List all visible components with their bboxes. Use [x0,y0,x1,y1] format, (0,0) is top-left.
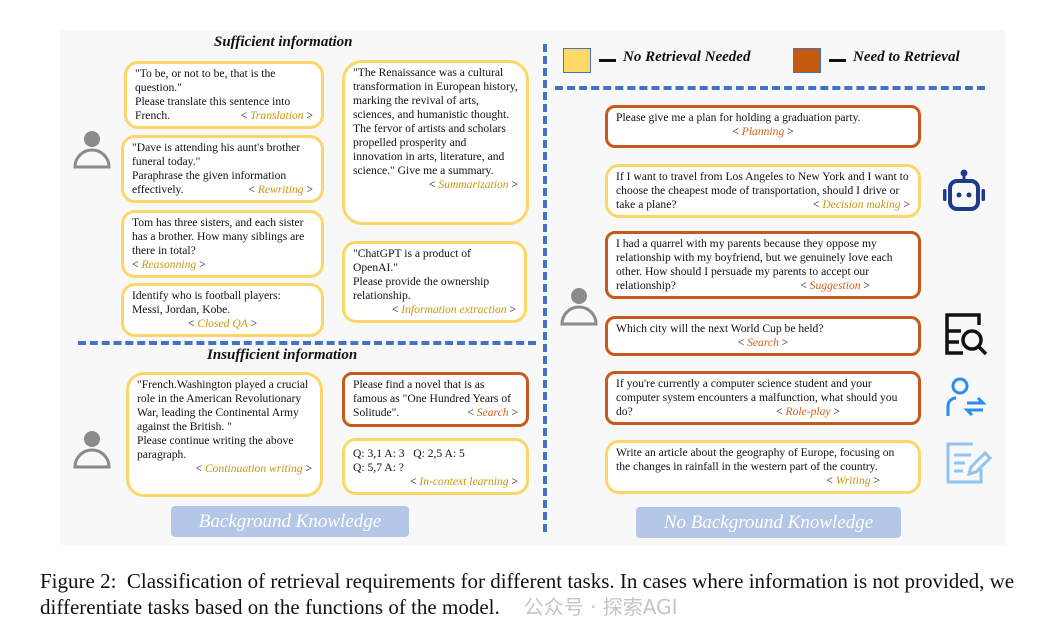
section-divider [78,341,536,345]
task-tag: Search [476,406,509,419]
box-text: Q: 3,1 A: 3 Q: 2,5 A: 5 Q: 5,7 A: ? [353,447,465,474]
box-text: Which city will the next World Cup be he… [616,322,824,335]
insufficient-title: Insufficient information [207,347,358,363]
task-box-writing: Write an article about the geography of … [605,440,921,494]
legend-swatch-need-retrieval [793,48,821,73]
background-knowledge-label: Background Knowledge [171,506,409,537]
box-text: "The Renaissance was a cultural transfor… [353,66,518,177]
watermark: 公众号 · 探索AGI [523,595,678,619]
user-icon [560,288,598,326]
task-tag: Decision making [822,198,901,211]
task-tag: In-context learning [419,475,509,488]
task-box-decision-making: If I want to travel from Los Angeles to … [605,164,921,218]
task-tag: Summarization [438,178,509,191]
box-text: Identify who is football players: Messi,… [132,289,281,316]
legend-dash [599,59,616,62]
box-text: Write an article about the geography of … [616,446,895,473]
task-box-continuation-writing: "French.Washington played a crucial role… [126,372,323,497]
legend-label-need-retrieval: Need to Retrieval [853,49,960,65]
task-box-closed-qa: Identify who is football players: Messi,… [121,283,324,337]
user-switch-icon [946,377,987,417]
document-search-icon [945,313,988,356]
task-tag: Search [747,336,779,349]
task-box-search-novel: Please find a novel that is as famous as… [342,372,529,427]
box-text: "French.Washington played a crucial role… [137,378,309,461]
user-icon [73,131,111,169]
task-tag: Closed QA [197,317,248,330]
task-tag: Continuation writing [204,462,303,475]
panel-divider [543,44,547,532]
box-text: Tom has three sisters, and each sister h… [132,216,305,257]
task-tag: Reasonning [141,258,197,271]
legend-dash [829,59,846,62]
caption-text: Classification of retrieval requirements… [40,569,1015,619]
task-box-rewriting: "Dave is attending his aunt's brother fu… [121,135,324,203]
box-text: Please find a novel that is as famous as… [353,378,511,419]
legend-label-no-retrieval: No Retrieval Needed [623,49,751,65]
task-tag: Information extraction [401,303,507,316]
task-box-summarization: "The Renaissance was a cultural transfor… [342,60,529,225]
box-text: "To be, or not to be, that is the questi… [135,67,291,122]
box-text: "ChatGPT is a product of OpenAI." Please… [353,247,490,302]
box-text: I had a quarrel with my parents because … [616,237,893,292]
task-box-search-world-cup: Which city will the next World Cup be he… [605,316,921,356]
task-box-translation: "To be, or not to be, that is the questi… [124,61,324,129]
task-box-suggestion: I had a quarrel with my parents because … [605,231,921,299]
task-tag: Suggestion [809,279,861,292]
caption-label: Figure 2: [40,569,117,593]
figure-caption: Figure 2: Classification of retrieval re… [40,568,1040,620]
task-box-in-context-learning: Q: 3,1 A: 3 Q: 2,5 A: 5 Q: 5,7 A: ? < In… [342,438,529,495]
no-background-knowledge-label: No Background Knowledge [636,507,901,538]
edit-document-icon [946,442,993,484]
box-text: Please give me a plan for holding a grad… [616,111,861,124]
task-box-role-play: If you're currently a computer science s… [605,371,921,425]
task-box-reasoning: Tom has three sisters, and each sister h… [121,210,324,278]
sufficient-title: Sufficient information [214,34,353,50]
robot-icon [943,169,985,211]
task-tag: Role-play [785,405,831,418]
box-text: If I want to travel from Los Angeles to … [616,170,909,211]
task-box-planning: Please give me a plan for holding a grad… [605,105,921,148]
legend-divider [555,86,985,90]
box-text: "Dave is attending his aunt's brother fu… [132,141,301,196]
task-tag: Rewriting [257,183,304,196]
box-text: If you're currently a computer science s… [616,377,898,418]
task-tag: Translation [250,109,304,122]
task-tag: Planning [741,125,785,138]
task-tag: Writing [835,474,871,487]
task-box-information-extraction: "ChatGPT is a product of OpenAI." Please… [342,241,527,323]
user-icon [73,431,111,469]
legend-swatch-no-retrieval [563,48,591,73]
